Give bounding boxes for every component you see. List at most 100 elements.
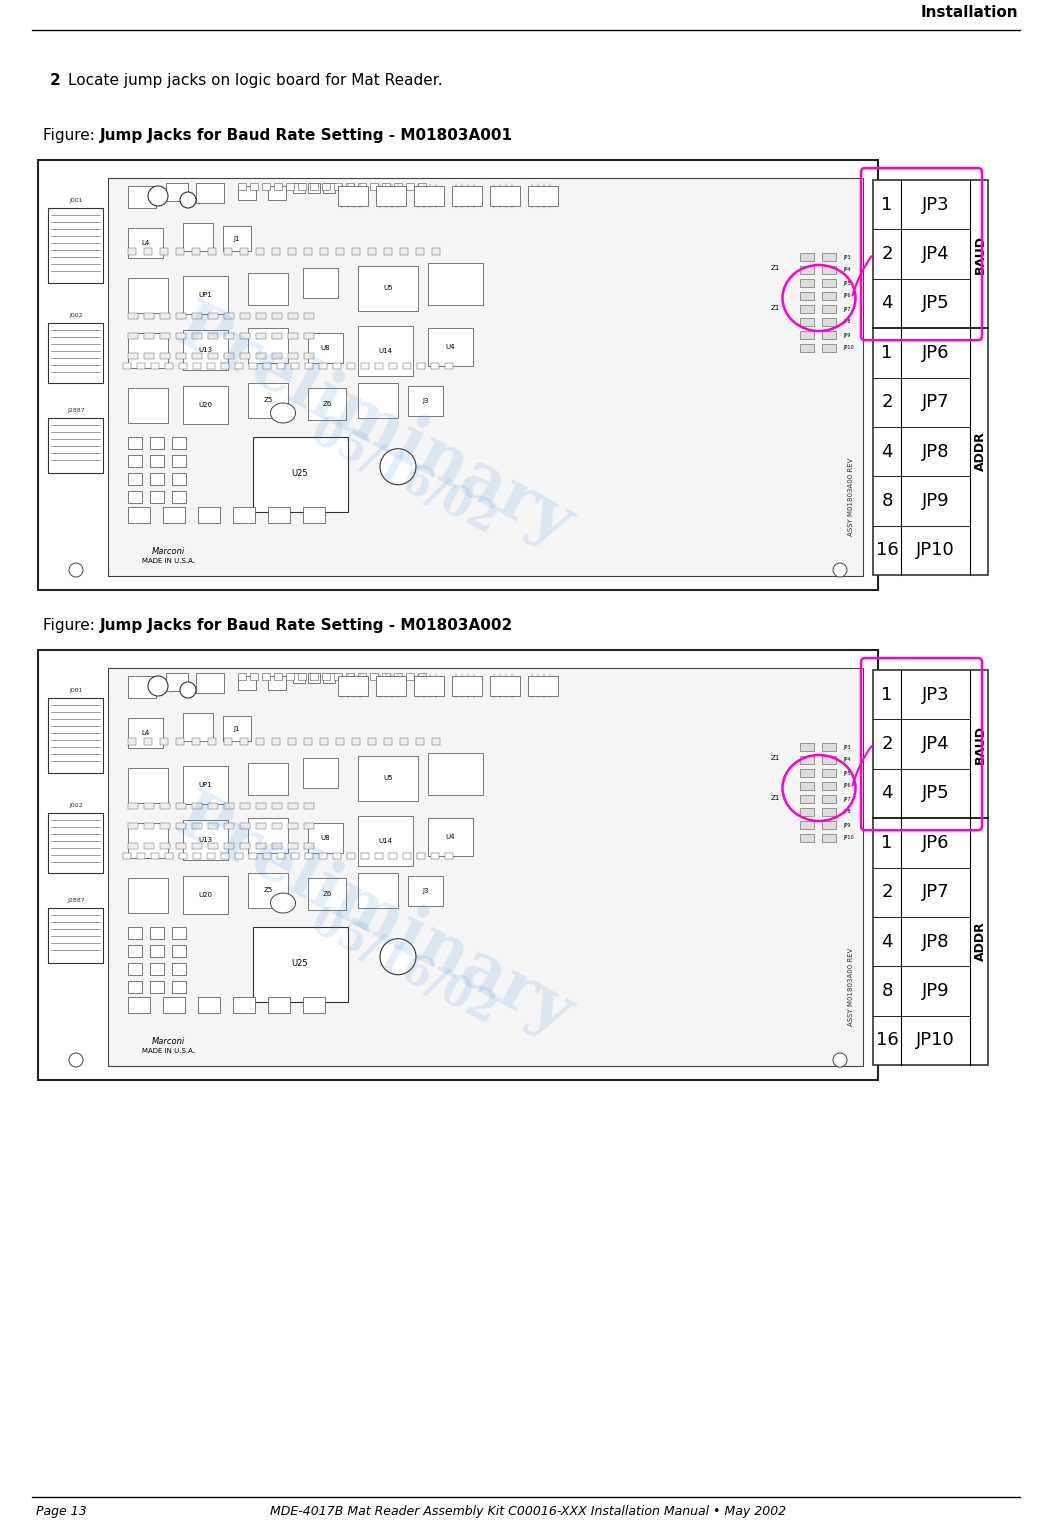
Bar (416, 249, 424, 255)
Text: JP4: JP4 (843, 757, 850, 763)
Text: BAUD: BAUD (973, 235, 987, 273)
Bar (128, 803, 138, 809)
Text: JP10: JP10 (916, 542, 955, 560)
Text: Z5: Z5 (264, 397, 272, 403)
Bar (262, 673, 270, 681)
Text: Marconi: Marconi (151, 546, 185, 555)
Text: MDE-4017B Mat Reader Assembly Kit C00016-XXX Installation Manual • May 2002: MDE-4017B Mat Reader Assembly Kit C00016… (270, 1506, 786, 1518)
Bar (224, 353, 234, 359)
Bar (268, 507, 290, 523)
Bar (163, 507, 185, 523)
Bar (183, 876, 228, 914)
Bar (256, 313, 266, 319)
Bar (268, 676, 286, 690)
Bar (192, 313, 202, 319)
Bar (263, 363, 271, 369)
Text: 05/16/02: 05/16/02 (304, 900, 504, 1033)
Text: Figure:: Figure: (43, 128, 100, 143)
Bar (320, 249, 328, 255)
Bar (272, 353, 282, 359)
Text: U25: U25 (292, 960, 308, 967)
Bar (176, 333, 186, 339)
Text: 05/16/02: 05/16/02 (304, 410, 504, 543)
Bar (431, 363, 439, 369)
Bar (873, 670, 988, 1065)
Text: JP5: JP5 (843, 281, 850, 285)
Bar (346, 673, 354, 681)
Text: JP3: JP3 (843, 255, 850, 259)
Text: 4: 4 (881, 932, 892, 951)
Bar (48, 908, 103, 963)
Bar (323, 673, 335, 684)
Text: U14: U14 (378, 348, 392, 354)
Circle shape (148, 186, 168, 206)
Bar (128, 436, 142, 449)
Bar (151, 853, 159, 859)
Bar (272, 823, 282, 829)
Bar (256, 333, 266, 339)
Bar (822, 743, 836, 751)
Bar (192, 739, 200, 745)
Bar (490, 186, 520, 206)
Bar (800, 795, 815, 803)
Bar (248, 873, 288, 908)
Bar (298, 183, 306, 191)
Bar (221, 853, 229, 859)
Bar (286, 183, 294, 191)
Bar (128, 227, 163, 258)
Bar (800, 291, 815, 301)
Bar (272, 739, 280, 745)
Text: J3: J3 (423, 888, 429, 894)
Circle shape (180, 682, 195, 697)
Bar (358, 816, 413, 865)
Bar (298, 673, 306, 681)
Text: JP3: JP3 (922, 195, 949, 214)
Bar (800, 807, 815, 816)
Circle shape (148, 676, 168, 696)
Bar (150, 926, 164, 938)
Bar (452, 186, 482, 206)
Bar (166, 183, 188, 201)
Text: U20: U20 (199, 893, 212, 897)
Bar (176, 249, 184, 255)
Bar (320, 853, 327, 859)
Bar (208, 313, 218, 319)
Bar (128, 768, 168, 803)
Bar (406, 673, 414, 681)
Bar (248, 763, 288, 795)
Bar (375, 853, 383, 859)
Bar (172, 926, 186, 938)
Bar (490, 676, 520, 696)
Bar (179, 853, 187, 859)
Bar (208, 333, 218, 339)
Bar (249, 363, 257, 369)
Bar (304, 313, 314, 319)
Bar (304, 739, 312, 745)
Bar (376, 186, 406, 206)
Bar (346, 183, 354, 191)
Bar (48, 697, 103, 774)
Text: JP6: JP6 (843, 783, 850, 789)
Bar (172, 945, 186, 957)
Bar (375, 363, 383, 369)
Bar (183, 223, 213, 250)
Bar (277, 853, 285, 859)
Bar (800, 835, 815, 842)
Bar (128, 333, 168, 368)
Bar (336, 739, 344, 745)
Bar (303, 269, 338, 298)
Bar (822, 343, 836, 353)
Text: U4: U4 (446, 343, 455, 349)
Text: L4: L4 (142, 729, 149, 736)
Text: 4: 4 (881, 443, 892, 461)
Bar (304, 842, 314, 848)
Bar (224, 739, 232, 745)
Bar (800, 343, 815, 353)
Text: JP7: JP7 (922, 394, 949, 410)
Bar (358, 327, 413, 375)
Bar (418, 183, 426, 191)
Text: UP1: UP1 (199, 291, 212, 298)
Bar (333, 853, 341, 859)
Bar (48, 813, 103, 873)
Bar (822, 795, 836, 803)
